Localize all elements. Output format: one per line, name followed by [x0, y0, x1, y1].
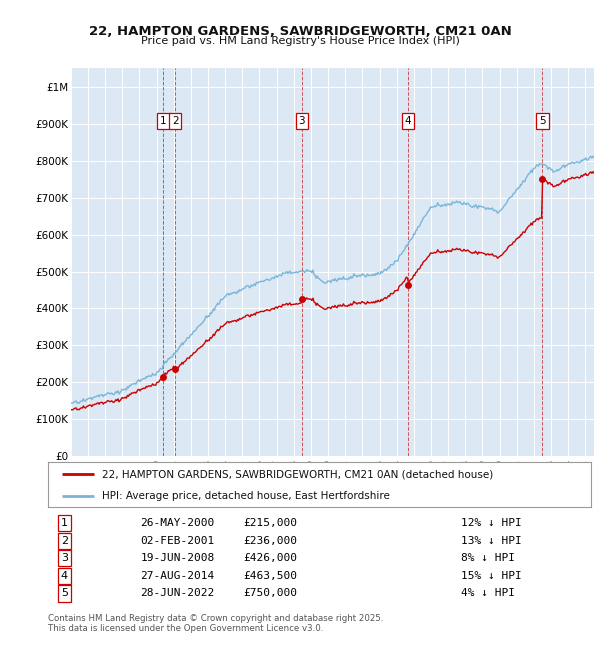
Text: £236,000: £236,000: [244, 536, 298, 546]
Text: 3: 3: [299, 116, 305, 125]
Text: 27-AUG-2014: 27-AUG-2014: [140, 571, 215, 581]
Text: £750,000: £750,000: [244, 588, 298, 599]
Text: £215,000: £215,000: [244, 518, 298, 528]
Text: 22, HAMPTON GARDENS, SAWBRIDGEWORTH, CM21 0AN: 22, HAMPTON GARDENS, SAWBRIDGEWORTH, CM2…: [89, 25, 511, 38]
Text: 15% ↓ HPI: 15% ↓ HPI: [461, 571, 521, 581]
Text: 3: 3: [61, 553, 68, 564]
Text: 2: 2: [172, 116, 179, 125]
Text: 5: 5: [61, 588, 68, 599]
Text: 02-FEB-2001: 02-FEB-2001: [140, 536, 215, 546]
Text: Contains HM Land Registry data © Crown copyright and database right 2025.: Contains HM Land Registry data © Crown c…: [48, 614, 383, 623]
Text: Price paid vs. HM Land Registry's House Price Index (HPI): Price paid vs. HM Land Registry's House …: [140, 36, 460, 46]
Text: 8% ↓ HPI: 8% ↓ HPI: [461, 553, 515, 564]
Text: 4: 4: [61, 571, 68, 581]
Text: 1: 1: [160, 116, 167, 125]
Text: This data is licensed under the Open Government Licence v3.0.: This data is licensed under the Open Gov…: [48, 624, 323, 633]
Text: 13% ↓ HPI: 13% ↓ HPI: [461, 536, 521, 546]
Text: 22, HAMPTON GARDENS, SAWBRIDGEWORTH, CM21 0AN (detached house): 22, HAMPTON GARDENS, SAWBRIDGEWORTH, CM2…: [103, 469, 494, 479]
Text: 4% ↓ HPI: 4% ↓ HPI: [461, 588, 515, 599]
Text: HPI: Average price, detached house, East Hertfordshire: HPI: Average price, detached house, East…: [103, 491, 390, 500]
Text: 19-JUN-2008: 19-JUN-2008: [140, 553, 215, 564]
Text: 26-MAY-2000: 26-MAY-2000: [140, 518, 215, 528]
Text: 5: 5: [539, 116, 545, 125]
Text: 28-JUN-2022: 28-JUN-2022: [140, 588, 215, 599]
Text: £426,000: £426,000: [244, 553, 298, 564]
Text: 12% ↓ HPI: 12% ↓ HPI: [461, 518, 521, 528]
Text: 2: 2: [61, 536, 68, 546]
Text: £463,500: £463,500: [244, 571, 298, 581]
Text: 4: 4: [404, 116, 411, 125]
Text: 1: 1: [61, 518, 68, 528]
